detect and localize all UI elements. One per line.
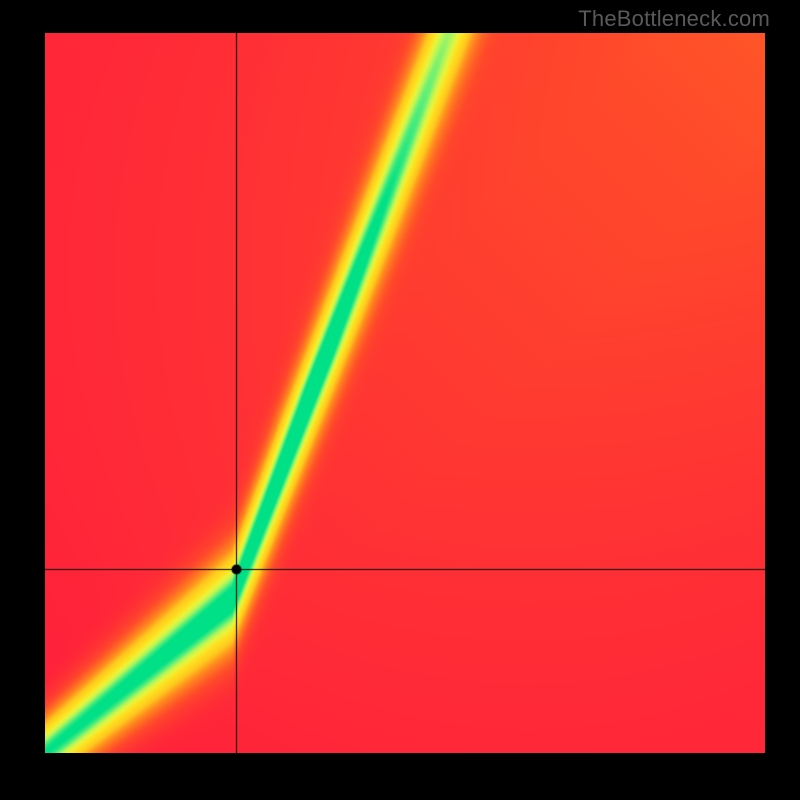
heatmap-canvas bbox=[45, 33, 765, 753]
bottleneck-heatmap bbox=[45, 33, 765, 753]
watermark-text: TheBottleneck.com bbox=[578, 6, 770, 32]
